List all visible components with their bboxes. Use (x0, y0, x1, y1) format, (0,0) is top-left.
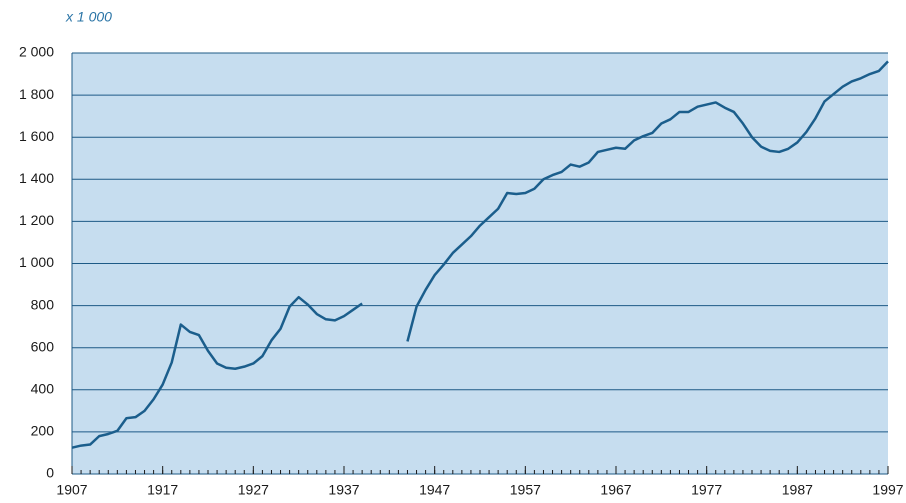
y-tick-label: 1 200 (19, 212, 54, 228)
y-tick-label: 1 800 (19, 86, 54, 102)
y-tick-label: 800 (31, 296, 55, 312)
x-tick-label: 1907 (56, 482, 87, 498)
x-tick-label: 1917 (147, 482, 178, 498)
data-line (71, 60, 889, 449)
y-tick-label: 1 600 (19, 128, 54, 144)
chart-subtitle: x 1 000 (65, 9, 112, 25)
x-tick-label: 1927 (238, 482, 269, 498)
y-tick-label: 2 000 (19, 44, 54, 60)
x-tick-label: 1937 (328, 482, 359, 498)
y-tick-label: 1 400 (19, 170, 54, 186)
y-tick-label: 400 (31, 381, 55, 397)
y-tick-label: 1 000 (19, 254, 54, 270)
y-tick-label: 0 (46, 465, 54, 481)
x-tick-label: 1967 (600, 482, 631, 498)
y-tick-label: 200 (31, 423, 55, 439)
y-tick-label: 600 (31, 338, 55, 354)
x-tick-label: 1947 (419, 482, 450, 498)
x-tick-label: 1957 (510, 482, 541, 498)
x-tick-label: 1997 (872, 482, 903, 498)
x-tick-label: 1987 (782, 482, 813, 498)
x-tick-label: 1977 (691, 482, 722, 498)
